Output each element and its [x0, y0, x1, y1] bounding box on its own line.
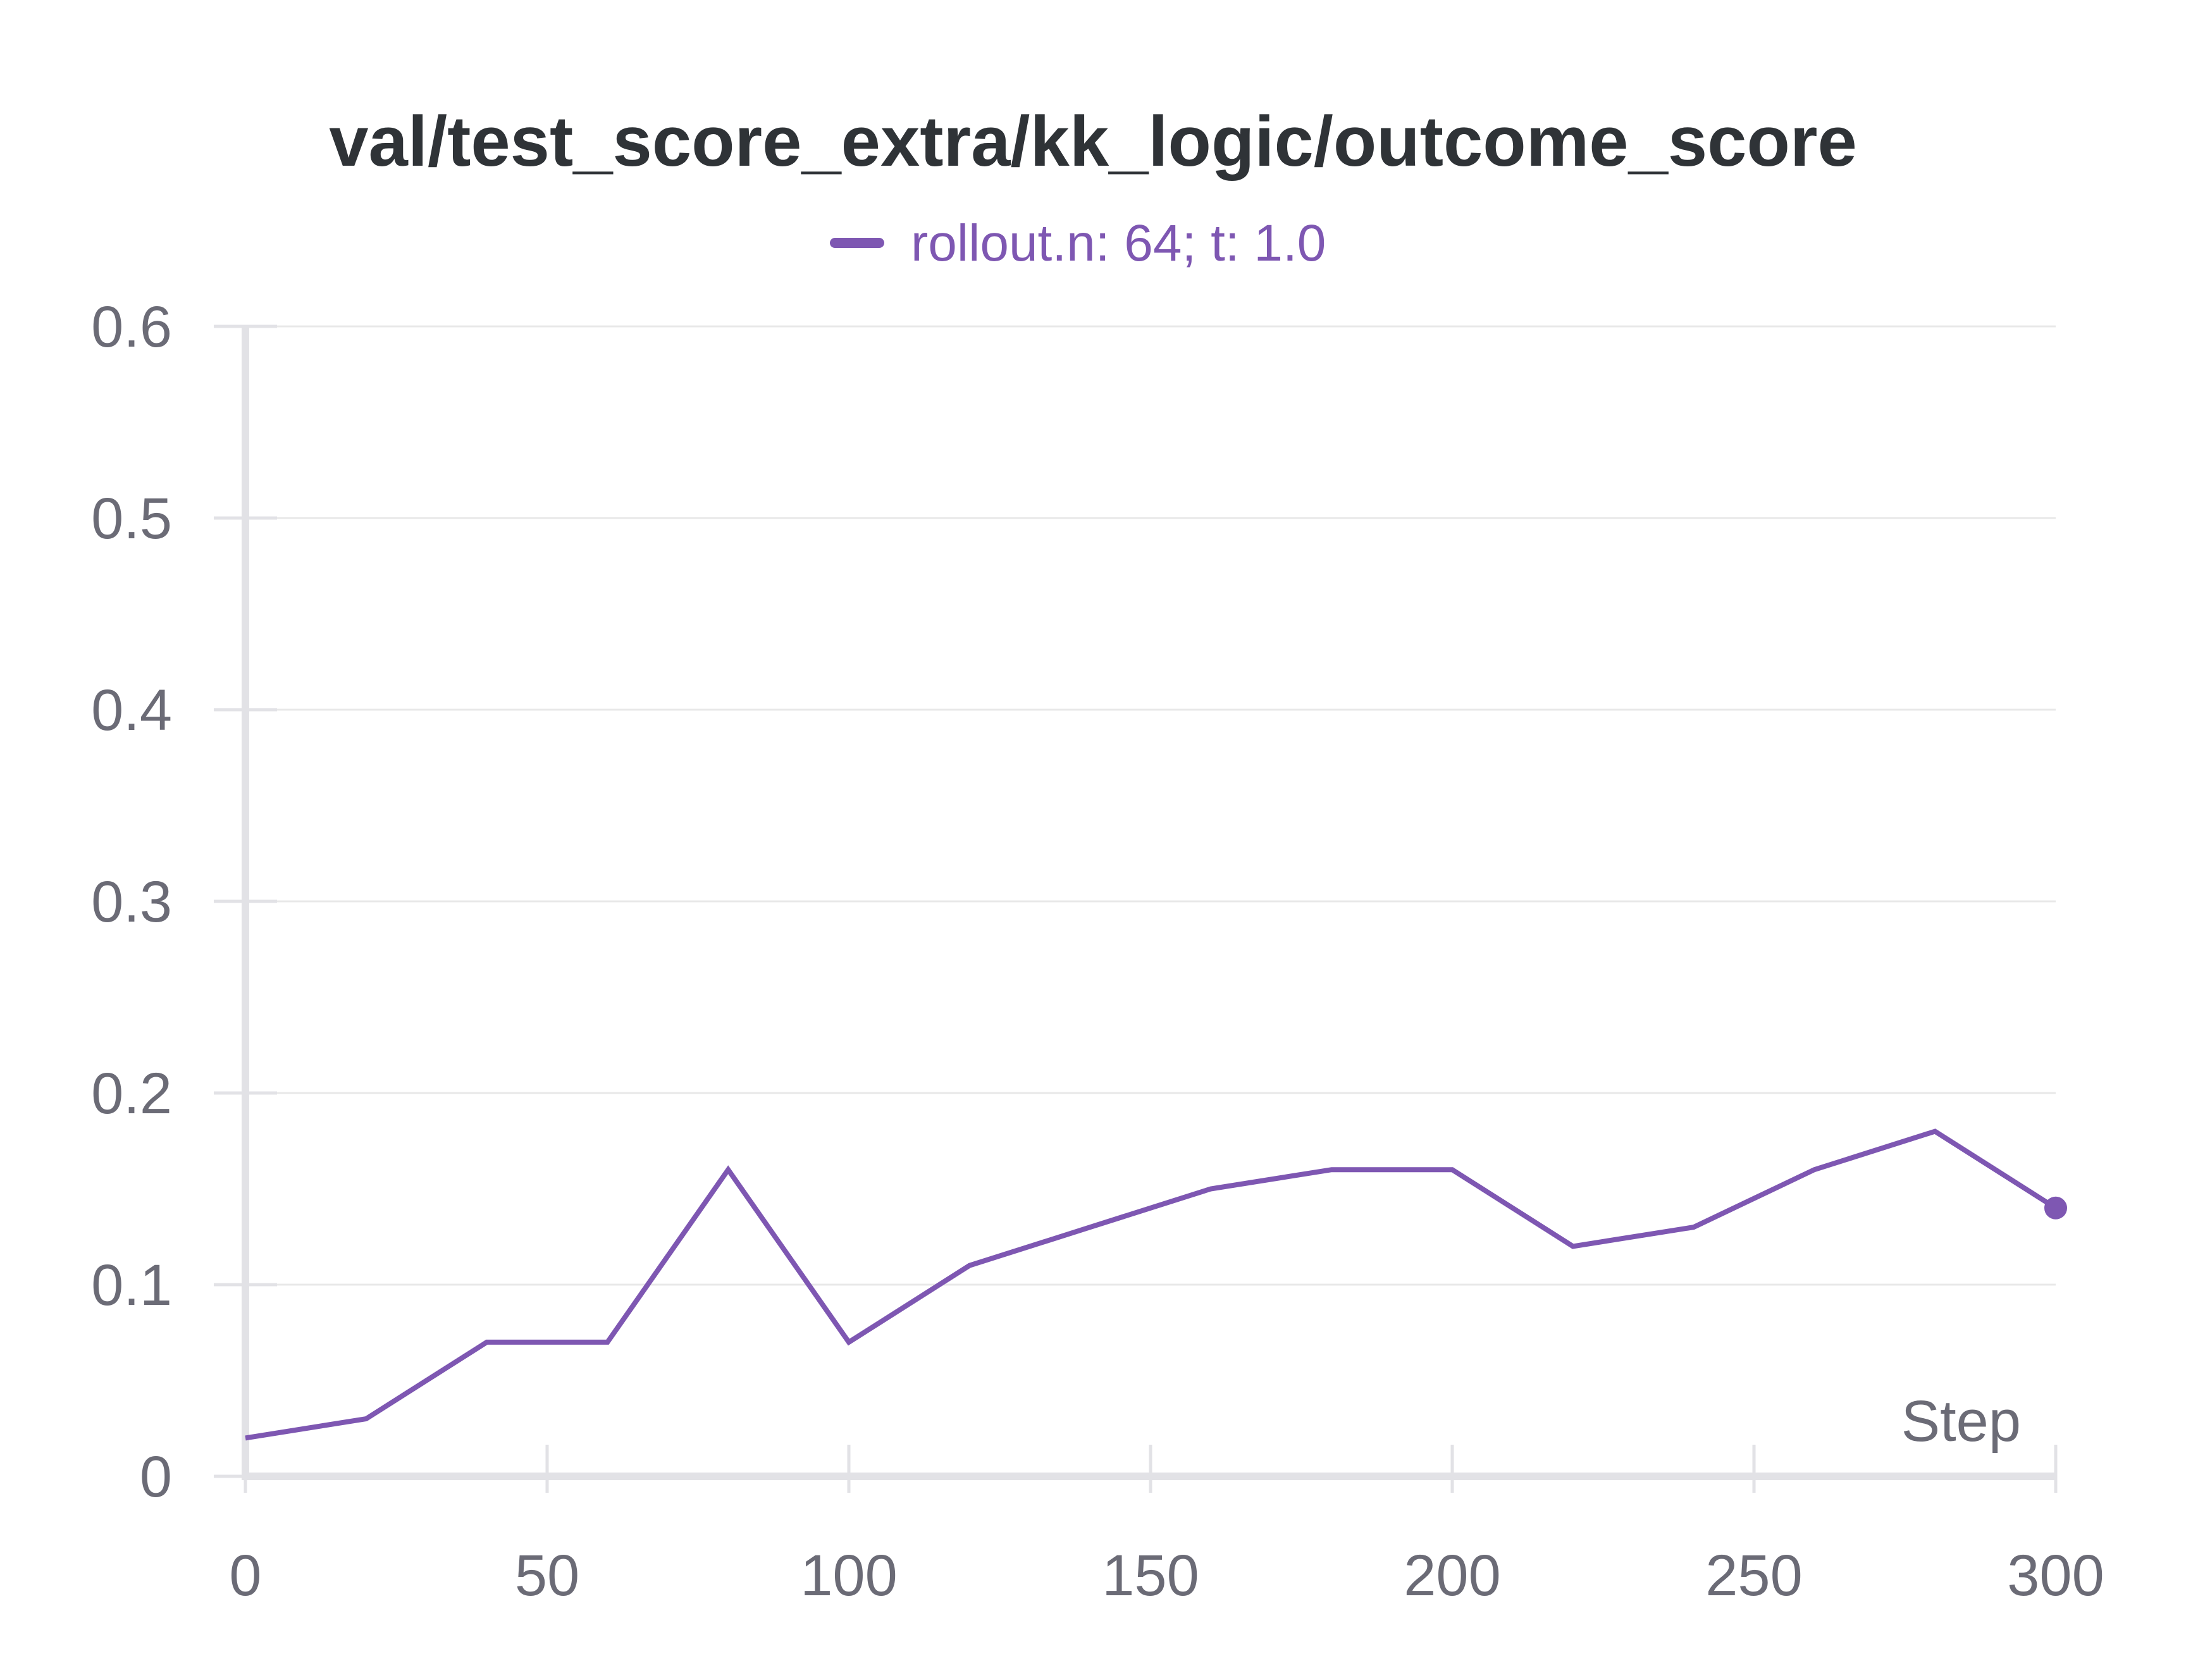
y-tick-label-4: 0.4	[91, 678, 172, 743]
chart-title: val/test_score_extra/kk_logic/outcome_sc…	[329, 102, 1857, 181]
x-tick-label-0: 0	[229, 1543, 261, 1608]
x-axis-title: Step	[1901, 1389, 2021, 1454]
x-tick-label-2: 100	[800, 1543, 898, 1608]
y-tick-label-0: 0	[140, 1445, 172, 1509]
x-tick-label-3: 150	[1102, 1543, 1199, 1608]
y-tick-label-5: 0.5	[91, 486, 172, 551]
series-line-0[interactable]	[245, 1128, 2058, 1441]
y-tick-label-1: 0.1	[91, 1253, 172, 1318]
series-layer	[245, 1128, 2067, 1441]
grid-lines	[245, 325, 2056, 1286]
x-tick-label-1: 50	[515, 1543, 579, 1608]
y-tick-label-2: 0.2	[91, 1061, 172, 1126]
legend-label-series-0: rollout.n: 64; t: 1.0	[911, 214, 1326, 272]
y-axis-ticks: 0 0.1 0.2 0.3 0.4 0.5 0.6	[91, 295, 277, 1509]
y-tick-label-3: 0.3	[91, 870, 172, 934]
legend[interactable]: rollout.n: 64; t: 1.0	[830, 214, 1326, 272]
x-tick-label-6: 300	[2007, 1543, 2104, 1608]
series-0-point-15	[2044, 1196, 2067, 1220]
y-tick-label-6: 0.6	[91, 295, 172, 359]
x-tick-label-5: 250	[1705, 1543, 1803, 1608]
x-tick-label-4: 200	[1404, 1543, 1501, 1608]
x-axis-ticks: 0 50 100 150 200 250 300	[229, 1445, 2104, 1608]
